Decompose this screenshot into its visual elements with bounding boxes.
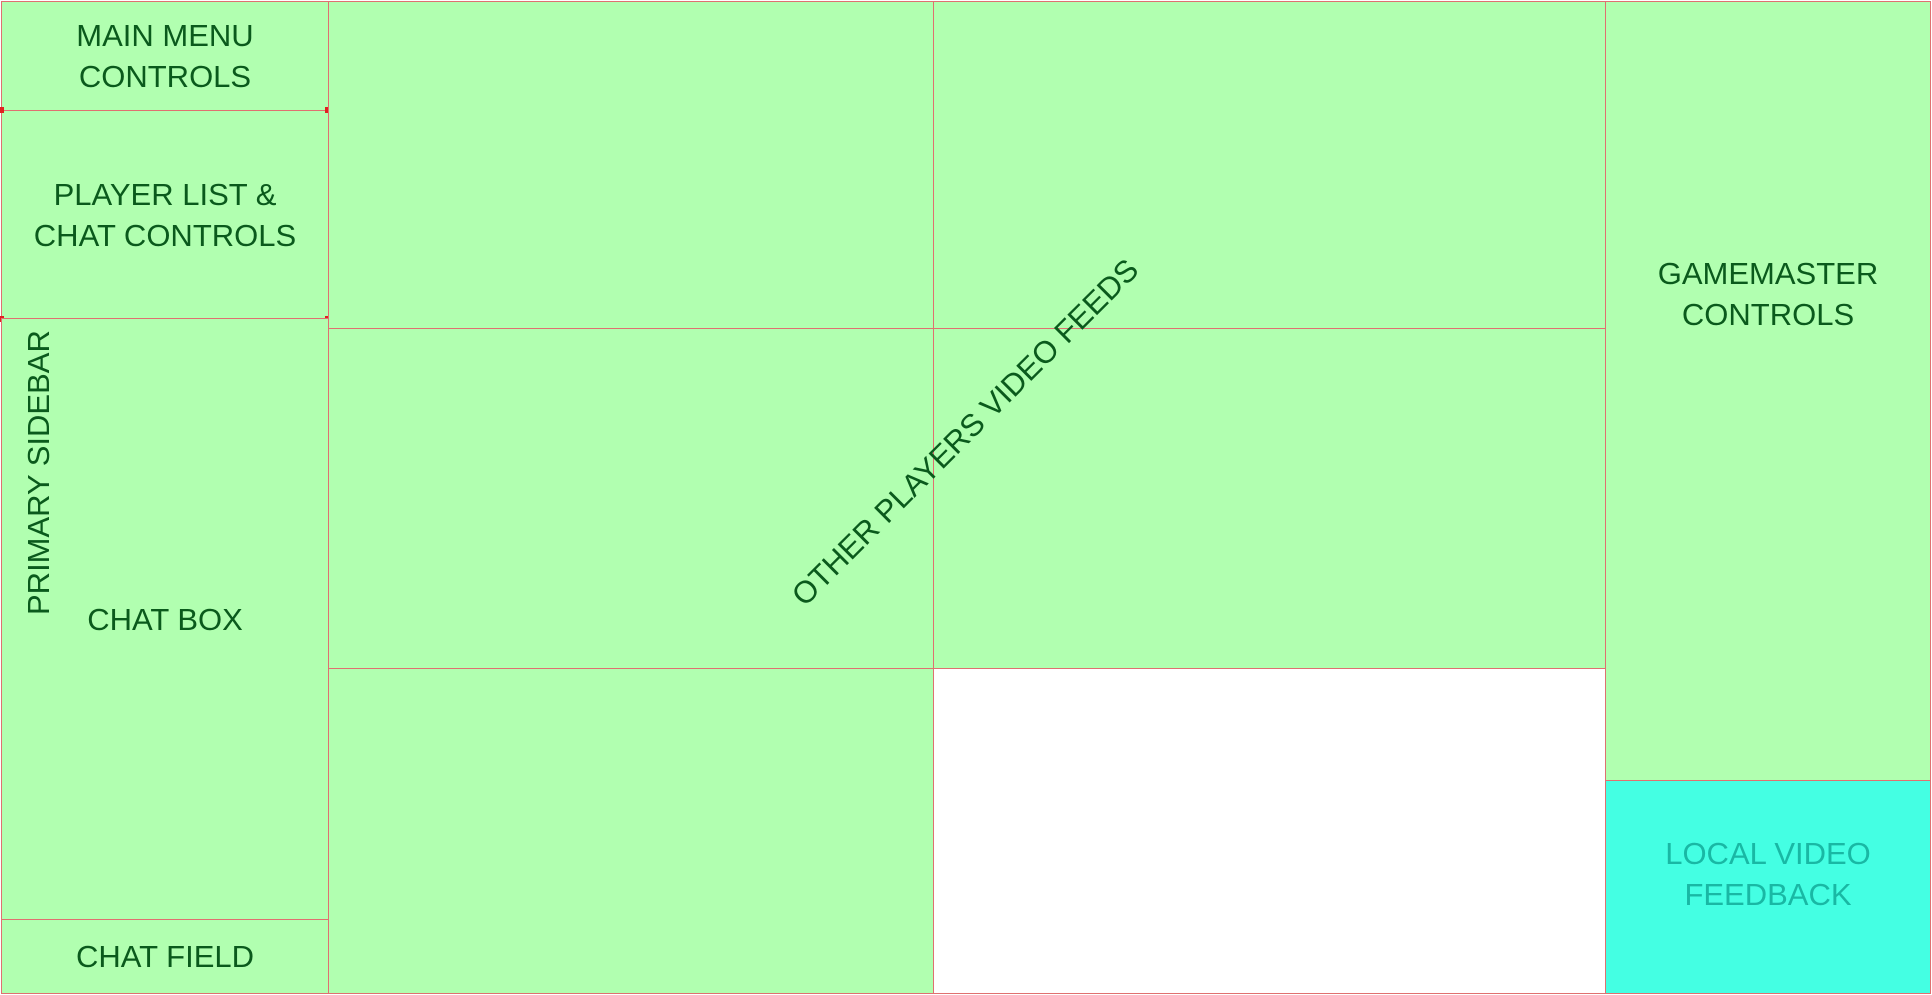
- chat-box-panel: CHAT BOX: [1, 318, 329, 920]
- video-feed-cell-5: [328, 668, 934, 994]
- main-menu-controls-panel: MAIN MENU CONTROLS: [1, 1, 329, 111]
- chat-field-label: CHAT FIELD: [76, 939, 254, 974]
- chat-box-label: CHAT BOX: [87, 601, 243, 637]
- main-menu-controls-label: MAIN MENU CONTROLS: [76, 18, 254, 94]
- selection-handle: [0, 107, 4, 113]
- empty-video-slot: [933, 668, 1606, 994]
- local-video-feedback-panel: LOCAL VIDEO FEEDBACK: [1605, 780, 1931, 994]
- video-feed-cell-2: [933, 1, 1606, 329]
- chat-field-panel: CHAT FIELD: [1, 919, 329, 994]
- video-feed-cell-1: [328, 1, 934, 329]
- video-feed-cell-4: [933, 328, 1606, 669]
- player-list-chat-controls-panel: PLAYER LIST & CHAT CONTROLS: [1, 110, 329, 319]
- local-video-feedback-label: LOCAL VIDEO FEEDBACK: [1665, 836, 1871, 912]
- primary-sidebar-label: PRIMARY SIDEBAR: [21, 330, 56, 615]
- gamemaster-controls-panel: GAMEMASTER CONTROLS: [1605, 1, 1931, 782]
- gamemaster-controls-label: GAMEMASTER CONTROLS: [1657, 255, 1879, 332]
- player-list-chat-controls-label: PLAYER LIST & CHAT CONTROLS: [33, 176, 297, 253]
- video-feed-cell-3: [328, 328, 934, 669]
